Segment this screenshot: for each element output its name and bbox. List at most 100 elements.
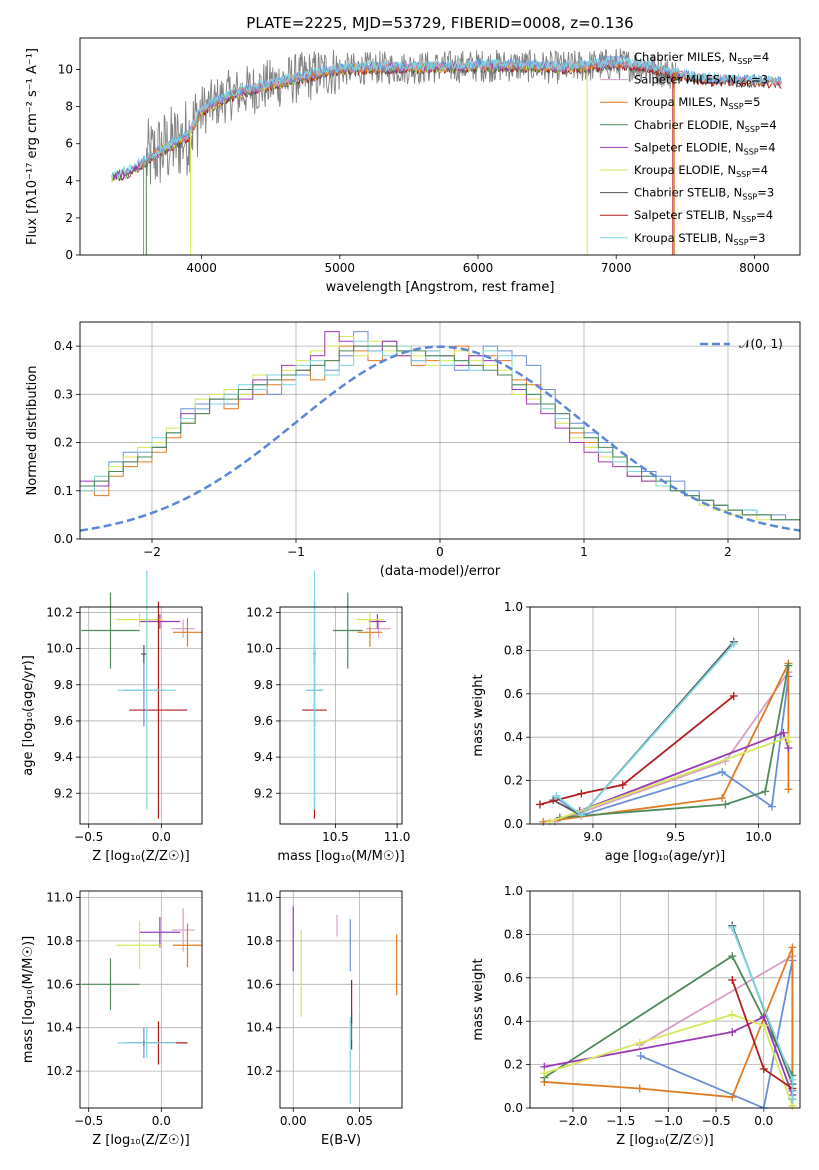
y-tick-label: 10.8 bbox=[46, 934, 73, 948]
y-tick-label: 9.4 bbox=[254, 750, 273, 764]
y-tick-label: 6 bbox=[65, 137, 73, 151]
legend-label: Kroupa ELODIE, NSSP=4 bbox=[634, 163, 768, 179]
model-spectrum-kroupa-stelib bbox=[111, 56, 782, 180]
y-tick-label: 0.2 bbox=[504, 774, 523, 788]
legend-label-main: Salpeter MILES, N bbox=[634, 73, 736, 87]
legend-label: Salpeter ELODIE, NSSP=4 bbox=[634, 140, 776, 156]
y-axis-label: Flux [fλ10⁻¹⁷ erg cm⁻² s⁻¹ A⁻¹] bbox=[25, 48, 40, 245]
legend-label-tail: =4 bbox=[759, 140, 776, 154]
y-tick-label: 9.6 bbox=[54, 714, 73, 728]
y-tick-label: 9.8 bbox=[254, 678, 273, 692]
legend-label-main: Chabrier STELIB, N bbox=[634, 186, 742, 200]
x-tick-label: −0.5 bbox=[74, 1114, 103, 1128]
y-tick-label: 0.0 bbox=[504, 1101, 523, 1115]
legend-label-sub: SSP bbox=[737, 57, 752, 66]
y-tick-label: 11.0 bbox=[46, 891, 73, 905]
x-tick-label: 6000 bbox=[463, 261, 494, 275]
x-axis-label: Z [log₁₀(Z/Z☉)] bbox=[92, 849, 189, 864]
x-tick-label: 0.05 bbox=[346, 1114, 373, 1128]
errorbars-5 bbox=[81, 908, 202, 1065]
x-axis-label: E(B-V) bbox=[321, 1133, 361, 1148]
axes-frame-3 bbox=[279, 606, 403, 825]
legend-label-tail: =5 bbox=[744, 95, 761, 109]
y-tick-label: 0.4 bbox=[504, 1014, 523, 1028]
hist-step-chabrier-elodie bbox=[80, 345, 800, 526]
spectrum-lines bbox=[111, 48, 782, 255]
x-tick-label: 7000 bbox=[601, 261, 632, 275]
x-tick-label: 5000 bbox=[325, 261, 356, 275]
legend-label-sub: SSP bbox=[742, 193, 757, 202]
x-tick-label: 10.0 bbox=[745, 830, 772, 844]
y-tick-label: 0.0 bbox=[504, 817, 523, 831]
x-axis-label: mass [log₁₀(M/M☉)] bbox=[277, 849, 404, 864]
y-tick-label: 9.6 bbox=[254, 714, 273, 728]
chart-title: PLATE=2225, MJD=53729, FIBERID=0008, z=0… bbox=[246, 14, 633, 32]
weight-line bbox=[543, 663, 790, 823]
y-tick-label: 0.4 bbox=[504, 730, 523, 744]
errorbars-2 bbox=[81, 570, 202, 819]
legend-label-main: Salpeter STELIB, N bbox=[634, 208, 741, 222]
x-tick-label: 8000 bbox=[739, 261, 770, 275]
errorbars-6 bbox=[292, 906, 398, 1104]
x-tick-label: 9.0 bbox=[583, 830, 602, 844]
x-tick-label: −1.5 bbox=[606, 1114, 635, 1128]
legend-label-main: Chabrier ELODIE, N bbox=[634, 118, 745, 132]
legend-label-normal: 𝒩(0, 1) bbox=[739, 337, 783, 351]
y-tick-label: 9.8 bbox=[54, 678, 73, 692]
y-axis-label: mass weight bbox=[471, 674, 486, 756]
axes-frame-4 bbox=[529, 606, 801, 825]
y-tick-label: 0.8 bbox=[504, 643, 523, 657]
x-tick-label: 2 bbox=[724, 545, 732, 559]
x-tick-label: 4000 bbox=[186, 261, 217, 275]
y-tick-label: 10.0 bbox=[246, 642, 273, 656]
legend-label: Kroupa MILES, NSSP=5 bbox=[634, 95, 760, 111]
x-tick-label: −2 bbox=[143, 545, 161, 559]
y-tick-label: 0.0 bbox=[54, 532, 73, 546]
legend-label-tail: =4 bbox=[756, 208, 773, 222]
x-tick-label: −0.5 bbox=[701, 1114, 730, 1128]
y-tick-label: 10.2 bbox=[246, 1064, 273, 1078]
x-tick-label: 0 bbox=[436, 545, 444, 559]
histograms bbox=[80, 331, 800, 532]
x-tick-label: 10.5 bbox=[322, 830, 349, 844]
axes-6: 0.00 0.05 10.2 10.4 10.6 10.8 11.0 bbox=[246, 891, 402, 1128]
x-axis-label: wavelength [Angstrom, rest frame] bbox=[326, 280, 555, 295]
legend-label-sub: SSP bbox=[745, 125, 760, 134]
legend-label-tail: =3 bbox=[751, 73, 768, 87]
y-tick-label: 9.2 bbox=[54, 786, 73, 800]
x-tick-label: −0.5 bbox=[74, 830, 103, 844]
x-axis-label: Z [log₁₀(Z/Z☉)] bbox=[616, 1133, 713, 1148]
legend-label-main: Kroupa MILES, N bbox=[634, 95, 729, 109]
legend-label: Salpeter MILES, NSSP=3 bbox=[634, 73, 768, 89]
x-tick-label: −1.0 bbox=[654, 1114, 683, 1128]
weight-line bbox=[639, 955, 793, 1046]
legend-label-tail: =4 bbox=[752, 50, 769, 64]
x-axis-label: age [log₁₀(age/yr)] bbox=[605, 849, 726, 864]
weight-line bbox=[559, 665, 790, 819]
axes-frame-1 bbox=[79, 321, 801, 540]
x-tick-label: 1 bbox=[580, 545, 588, 559]
legend-label-tail: =4 bbox=[760, 118, 777, 132]
weight-lines-7 bbox=[540, 921, 797, 1112]
legend-label-tail: =3 bbox=[749, 231, 766, 245]
y-tick-label: 10.8 bbox=[246, 934, 273, 948]
y-tick-label: 10.2 bbox=[46, 605, 73, 619]
legend-label-sub: SSP bbox=[736, 170, 751, 179]
x-tick-label: 0.0 bbox=[152, 830, 171, 844]
y-tick-label: 9.2 bbox=[254, 786, 273, 800]
y-tick-label: 10 bbox=[58, 63, 73, 77]
x-tick-label: 0.0 bbox=[152, 1114, 171, 1128]
y-tick-label: 4 bbox=[65, 174, 73, 188]
y-tick-label: 0.1 bbox=[54, 484, 73, 498]
legend-label-tail: =4 bbox=[751, 163, 768, 177]
y-axis-label: mass [log₁₀(M/M☉)] bbox=[21, 936, 36, 1063]
y-tick-label: 2 bbox=[65, 211, 73, 225]
y-tick-label: 10.2 bbox=[246, 605, 273, 619]
legend-label-sub: SSP bbox=[734, 238, 749, 247]
x-tick-label: 11.0 bbox=[384, 830, 411, 844]
axes-frame-2 bbox=[79, 606, 203, 825]
legend-label-main: Salpeter ELODIE, N bbox=[634, 140, 744, 154]
y-tick-label: 10.6 bbox=[46, 977, 73, 991]
legend-label-sub: SSP bbox=[744, 147, 759, 156]
